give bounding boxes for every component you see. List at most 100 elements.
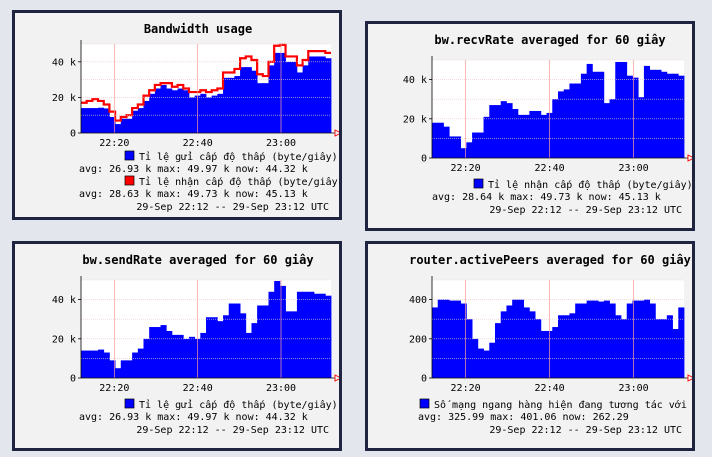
data-bar: [512, 299, 519, 378]
legend-label: Tỉ lệ gửi cấp độ thấp (byte/giây): [139, 151, 338, 163]
chart-title: bw.recvRate averaged for 60 giây: [434, 33, 665, 47]
data-bar: [523, 307, 530, 378]
time-range-label: 29-Sep 22:12 -- 29-Sep 23:12 UTC: [489, 425, 682, 436]
data-bar: [268, 65, 275, 133]
data-bar: [206, 317, 213, 378]
data-bar: [160, 84, 167, 133]
data-bar: [603, 103, 610, 158]
data-bar: [575, 303, 582, 378]
chart-router-activepeers: router.activePeers averaged for 60 giây 0…: [365, 241, 695, 451]
data-bar: [454, 136, 462, 158]
data-bar: [580, 73, 588, 158]
data-bar: [586, 300, 593, 378]
data-bar: [262, 305, 269, 378]
data-bar: [460, 148, 467, 158]
data-bar: [109, 360, 116, 378]
data-bar: [626, 75, 633, 158]
data-bar: [432, 122, 439, 158]
data-bar: [313, 56, 321, 133]
x-tick-label: 22:20: [451, 383, 481, 394]
data-bar: [495, 323, 502, 378]
data-bar: [500, 101, 507, 158]
data-bar: [558, 91, 565, 158]
data-bar: [632, 300, 639, 378]
data-bar: [621, 61, 628, 158]
data-bar: [443, 126, 450, 158]
data-bar: [598, 301, 605, 378]
legend-stats: avg: 26.93 k max: 49.97 k now: 44.32 k: [79, 164, 308, 175]
x-tick-label: 22:20: [99, 138, 129, 149]
data-bar: [166, 88, 173, 133]
x-tick-label: 23:00: [619, 383, 649, 394]
data-bar: [558, 315, 565, 378]
legend-swatch: [473, 178, 484, 189]
data-bar: [483, 350, 490, 378]
data-bar: [279, 285, 286, 378]
data-bar: [319, 293, 326, 378]
data-bar: [563, 315, 570, 378]
data-bar: [540, 114, 547, 158]
data-bar: [92, 350, 99, 378]
chart-title: Bandwidth usage: [144, 22, 252, 36]
y-tick-label: 0: [421, 154, 427, 165]
data-bar: [149, 93, 156, 133]
data-bar: [643, 65, 651, 158]
data-bar: [149, 327, 156, 378]
data-bar: [257, 83, 264, 133]
data-bar: [313, 293, 321, 378]
x-tick-label: 22:40: [183, 383, 213, 394]
data-bar: [535, 319, 542, 378]
data-bar: [240, 67, 247, 133]
data-bar: [115, 124, 122, 133]
data-bar: [291, 61, 298, 133]
legend-label: Tỉ lệ nhận cấp độ thấp (byte/giây): [139, 176, 339, 188]
data-bar: [217, 93, 224, 133]
data-bar: [137, 108, 144, 133]
x-axis-arrow: [334, 374, 339, 382]
x-tick-label: 22:40: [183, 138, 213, 149]
data-bar: [609, 99, 616, 158]
data-bar: [234, 303, 241, 378]
x-axis-arrow: [687, 154, 692, 162]
data-bar: [228, 77, 235, 133]
y-tick-label: 20 k: [52, 93, 76, 104]
data-bar: [477, 348, 484, 378]
data-bar: [454, 300, 462, 378]
data-bar: [81, 108, 88, 133]
data-bar: [251, 323, 258, 378]
data-bar: [211, 317, 218, 378]
data-bar: [245, 332, 252, 378]
data-bar: [489, 105, 496, 158]
data-bar: [466, 319, 473, 378]
data-bar: [223, 315, 230, 378]
data-bar: [626, 303, 633, 378]
series-line: [81, 43, 331, 122]
chart-svg: router.activePeers averaged for 60 giây 0…: [409, 253, 692, 436]
data-bar: [308, 291, 315, 378]
data-bar: [262, 83, 269, 133]
data-bar: [495, 105, 502, 158]
data-bar: [592, 71, 599, 158]
data-bar: [188, 336, 196, 378]
data-bar: [672, 73, 679, 158]
data-bar: [296, 72, 303, 133]
data-bar: [483, 116, 490, 158]
data-bar: [552, 99, 559, 158]
data-bar: [302, 291, 309, 378]
data-bar: [319, 56, 326, 133]
y-tick-label: 0: [421, 374, 427, 385]
data-bar: [109, 116, 116, 133]
chart-title: bw.sendRate averaged for 60 giây: [82, 253, 313, 267]
x-tick-label: 22:20: [451, 163, 481, 174]
data-bar: [103, 352, 110, 378]
x-tick-label: 22:40: [535, 383, 565, 394]
data-bar: [615, 61, 622, 158]
data-bar: [115, 368, 122, 378]
data-bar: [449, 300, 456, 378]
time-range-label: 29-Sep 22:12 -- 29-Sep 23:12 UTC: [489, 205, 682, 216]
data-bar: [638, 300, 645, 378]
y-tick-label: 20 k: [52, 334, 76, 345]
data-bar: [126, 360, 133, 378]
data-bar: [632, 77, 639, 158]
legend-swatch: [124, 175, 135, 186]
